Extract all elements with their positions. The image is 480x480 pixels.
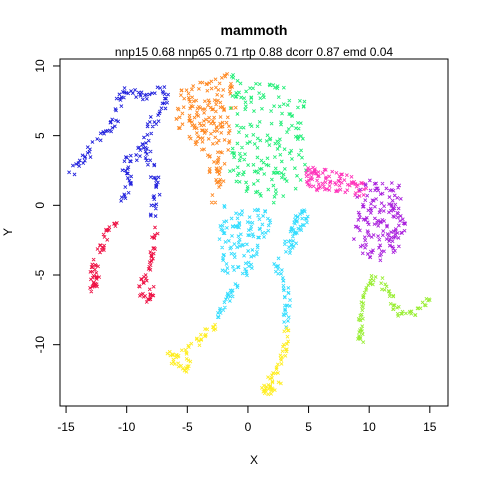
series-points-4 (174, 71, 238, 205)
x-tick-label: -10 (118, 420, 136, 434)
chart-subtitle: nnp15 0.68 nnp65 0.71 rtp 0.88 dcorr 0.8… (115, 45, 394, 59)
y-tick-label: -10 (33, 336, 47, 354)
series-points-11 (260, 326, 291, 397)
y-axis: -10 -5 0 5 10 (33, 59, 60, 353)
series-points-0 (67, 85, 171, 203)
series-points-14 (356, 273, 378, 345)
series-points-9 (215, 282, 240, 320)
x-tick-label: 15 (423, 420, 437, 434)
y-axis-label: Y (1, 228, 15, 236)
plot-frame (59, 58, 449, 407)
x-tick-label: 10 (363, 420, 377, 434)
x-tick-label: 0 (245, 420, 252, 434)
x-tick-label: -5 (182, 420, 193, 434)
series-points-15 (379, 276, 432, 318)
series-points-10 (165, 322, 218, 374)
chart-title: mammoth (221, 22, 288, 38)
x-tick-label: 5 (305, 420, 312, 434)
x-axis-label: X (250, 453, 258, 467)
y-tick-label: 0 (33, 202, 47, 209)
series-points-7 (282, 208, 310, 255)
y-tick-label: 5 (33, 132, 47, 139)
series-points-8 (272, 256, 292, 329)
y-tick-label: -5 (33, 269, 47, 280)
series-points-6 (217, 203, 273, 278)
y-tick-label: 10 (33, 59, 47, 73)
x-axis: -15 -10 -5 0 5 10 15 (57, 406, 437, 434)
series-points-13 (351, 178, 408, 263)
series-points-12 (304, 165, 369, 198)
series-points-3 (137, 225, 160, 304)
x-tick-label: -15 (57, 420, 75, 434)
series-points-2 (88, 221, 119, 294)
data-points (67, 71, 432, 397)
series-points-5 (228, 73, 308, 205)
series-points-1 (143, 145, 162, 219)
